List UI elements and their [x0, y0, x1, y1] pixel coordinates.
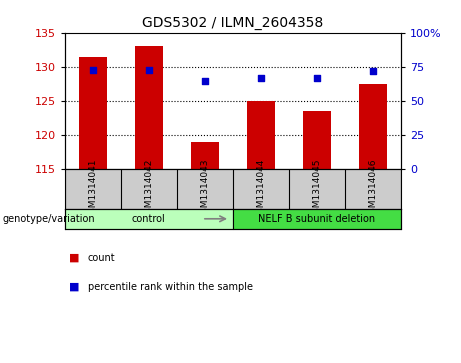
Bar — [65, 209, 233, 229]
Point — [313, 75, 321, 81]
Text: control: control — [132, 214, 165, 224]
Point — [201, 78, 208, 83]
Text: NELF B subunit deletion: NELF B subunit deletion — [258, 214, 376, 224]
Text: GSM1314045: GSM1314045 — [313, 159, 321, 219]
Text: ■: ■ — [69, 282, 83, 292]
Bar — [135, 46, 163, 170]
Text: GSM1314042: GSM1314042 — [144, 159, 153, 219]
Bar — [247, 101, 275, 170]
Point — [257, 75, 265, 81]
Text: percentile rank within the sample: percentile rank within the sample — [88, 282, 253, 292]
Point — [89, 67, 96, 73]
Bar — [191, 142, 219, 170]
Text: GSM1314044: GSM1314044 — [256, 159, 266, 219]
Bar — [78, 57, 106, 170]
Text: ■: ■ — [69, 253, 83, 263]
Text: GSM1314043: GSM1314043 — [200, 159, 209, 219]
Point — [145, 67, 152, 73]
Text: GSM1314046: GSM1314046 — [368, 159, 378, 219]
Text: count: count — [88, 253, 115, 263]
Bar — [359, 84, 387, 170]
Bar — [303, 111, 331, 170]
Bar — [233, 209, 401, 229]
Text: genotype/variation: genotype/variation — [2, 214, 95, 224]
Text: GSM1314041: GSM1314041 — [88, 159, 97, 219]
Title: GDS5302 / ILMN_2604358: GDS5302 / ILMN_2604358 — [142, 16, 324, 30]
Point — [369, 68, 377, 74]
